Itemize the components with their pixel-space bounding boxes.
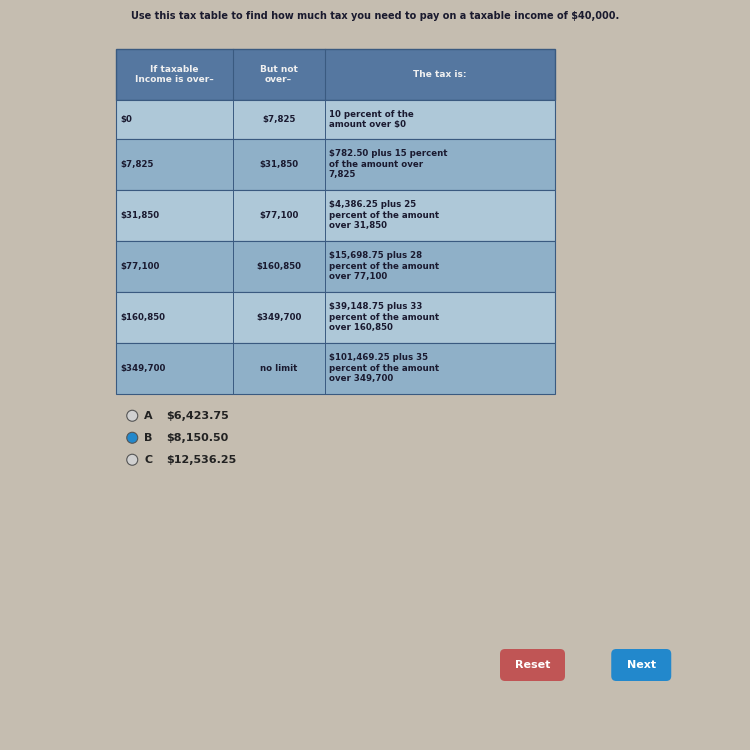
Circle shape: [127, 432, 138, 443]
Text: $31,850: $31,850: [120, 211, 159, 220]
Text: 10 percent of the
amount over $0: 10 percent of the amount over $0: [328, 110, 413, 129]
Bar: [116, 343, 555, 394]
Text: no limit: no limit: [260, 364, 297, 373]
Text: $8,150.50: $8,150.50: [166, 433, 229, 442]
Text: $77,100: $77,100: [259, 211, 299, 220]
Text: $782.50 plus 15 percent
of the amount over
7,825: $782.50 plus 15 percent of the amount ov…: [328, 149, 447, 179]
Text: B: B: [144, 433, 153, 442]
Bar: [116, 49, 555, 100]
Text: $7,825: $7,825: [120, 160, 154, 169]
Text: If taxable
Income is over–: If taxable Income is over–: [135, 64, 214, 84]
Text: Use this tax table to find how much tax you need to pay on a taxable income of $: Use this tax table to find how much tax …: [130, 11, 620, 21]
Circle shape: [127, 454, 138, 465]
Text: A: A: [144, 411, 153, 421]
Text: $6,423.75: $6,423.75: [166, 411, 229, 421]
Text: C: C: [144, 454, 152, 465]
Bar: [116, 292, 555, 343]
Text: $7,825: $7,825: [262, 115, 296, 124]
Bar: [116, 100, 555, 139]
Text: $31,850: $31,850: [259, 160, 299, 169]
FancyBboxPatch shape: [500, 649, 565, 681]
Text: The tax is:: The tax is:: [413, 70, 466, 79]
Bar: [116, 241, 555, 292]
Text: $160,850: $160,850: [256, 262, 301, 271]
Text: $12,536.25: $12,536.25: [166, 454, 236, 465]
Text: $77,100: $77,100: [120, 262, 160, 271]
Text: $349,700: $349,700: [256, 313, 302, 322]
Text: $15,698.75 plus 28
percent of the amount
over 77,100: $15,698.75 plus 28 percent of the amount…: [328, 251, 439, 281]
Text: $160,850: $160,850: [120, 313, 165, 322]
Text: Next: Next: [627, 660, 656, 670]
Bar: [116, 190, 555, 241]
FancyBboxPatch shape: [611, 649, 671, 681]
Text: $39,148.75 plus 33
percent of the amount
over 160,850: $39,148.75 plus 33 percent of the amount…: [328, 302, 439, 332]
Text: $349,700: $349,700: [120, 364, 166, 373]
Text: But not
over–: But not over–: [260, 64, 298, 84]
Text: $0: $0: [120, 115, 132, 124]
Text: $101,469.25 plus 35
percent of the amount
over 349,700: $101,469.25 plus 35 percent of the amoun…: [328, 353, 439, 383]
Text: $4,386.25 plus 25
percent of the amount
over 31,850: $4,386.25 plus 25 percent of the amount …: [328, 200, 439, 230]
Bar: [116, 139, 555, 190]
Circle shape: [127, 410, 138, 422]
Text: Reset: Reset: [514, 660, 550, 670]
